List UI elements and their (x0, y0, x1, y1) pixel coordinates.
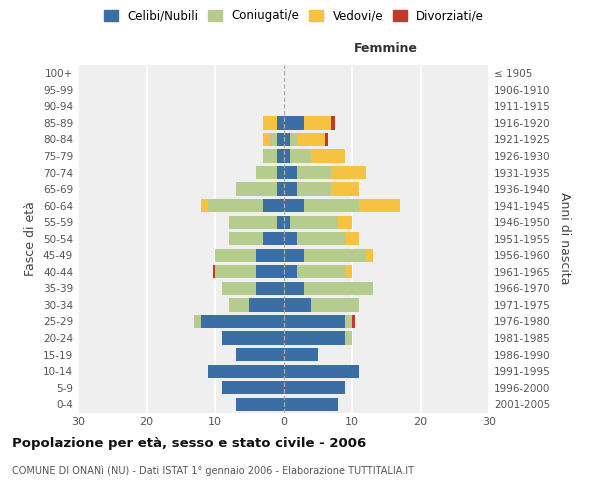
Bar (208, 199, 263, 212)
Bar (263, 116, 277, 130)
Bar (345, 315, 352, 328)
Bar (304, 248, 366, 262)
Bar (263, 232, 284, 245)
Bar (202, 315, 284, 328)
Bar (256, 282, 284, 295)
Bar (215, 265, 256, 278)
Bar (222, 282, 256, 295)
Text: Popolazione per età, sesso e stato civile - 2006: Popolazione per età, sesso e stato civil… (12, 438, 366, 450)
Bar (277, 133, 284, 146)
Bar (284, 364, 359, 378)
Bar (263, 199, 284, 212)
Bar (202, 199, 208, 212)
Bar (284, 315, 345, 328)
Bar (338, 216, 352, 229)
Bar (331, 116, 335, 130)
Bar (256, 265, 284, 278)
Bar (359, 199, 400, 212)
Bar (284, 265, 297, 278)
Bar (194, 315, 202, 328)
Bar (222, 332, 284, 344)
Bar (297, 232, 345, 245)
Bar (277, 116, 284, 130)
Bar (249, 298, 284, 312)
Bar (229, 298, 249, 312)
Bar (297, 182, 331, 196)
Bar (290, 216, 338, 229)
Bar (229, 216, 277, 229)
Bar (284, 216, 290, 229)
Bar (236, 182, 277, 196)
Bar (284, 298, 311, 312)
Bar (331, 182, 359, 196)
Bar (284, 199, 304, 212)
Bar (297, 265, 345, 278)
Bar (284, 116, 304, 130)
Bar (304, 282, 373, 295)
Bar (256, 248, 284, 262)
Legend: Celibi/Nubili, Coniugati/e, Vedovi/e, Divorziati/e: Celibi/Nubili, Coniugati/e, Vedovi/e, Di… (100, 6, 488, 26)
Text: COMUNE DI ONANì (NU) - Dati ISTAT 1° gennaio 2006 - Elaborazione TUTTITALIA.IT: COMUNE DI ONANì (NU) - Dati ISTAT 1° gen… (12, 466, 414, 476)
Bar (277, 182, 284, 196)
Bar (345, 232, 359, 245)
Bar (290, 150, 311, 162)
Bar (284, 398, 338, 411)
Bar (325, 133, 328, 146)
Bar (345, 265, 352, 278)
Y-axis label: Anni di nascita: Anni di nascita (557, 192, 571, 285)
Bar (297, 166, 331, 179)
Bar (263, 150, 277, 162)
Bar (208, 364, 284, 378)
Bar (277, 216, 284, 229)
Bar (284, 348, 318, 361)
Bar (222, 381, 284, 394)
Bar (290, 133, 297, 146)
Bar (304, 199, 359, 212)
Bar (311, 298, 359, 312)
Bar (270, 133, 277, 146)
Y-axis label: Fasce di età: Fasce di età (25, 202, 37, 276)
Bar (229, 232, 263, 245)
Bar (352, 315, 355, 328)
Bar (277, 150, 284, 162)
Bar (304, 116, 331, 130)
Bar (277, 166, 284, 179)
Text: Femmine: Femmine (354, 42, 418, 54)
Bar (284, 133, 290, 146)
Bar (263, 133, 270, 146)
Bar (236, 348, 284, 361)
Bar (366, 248, 373, 262)
Bar (284, 381, 345, 394)
Bar (284, 282, 304, 295)
Bar (236, 398, 284, 411)
Bar (213, 265, 215, 278)
Bar (297, 133, 325, 146)
Bar (284, 332, 345, 344)
Bar (256, 166, 277, 179)
Bar (345, 332, 352, 344)
Bar (284, 248, 304, 262)
Bar (284, 232, 297, 245)
Bar (284, 166, 297, 179)
Bar (284, 150, 290, 162)
Bar (331, 166, 366, 179)
Bar (215, 248, 256, 262)
Bar (311, 150, 345, 162)
Bar (284, 182, 297, 196)
